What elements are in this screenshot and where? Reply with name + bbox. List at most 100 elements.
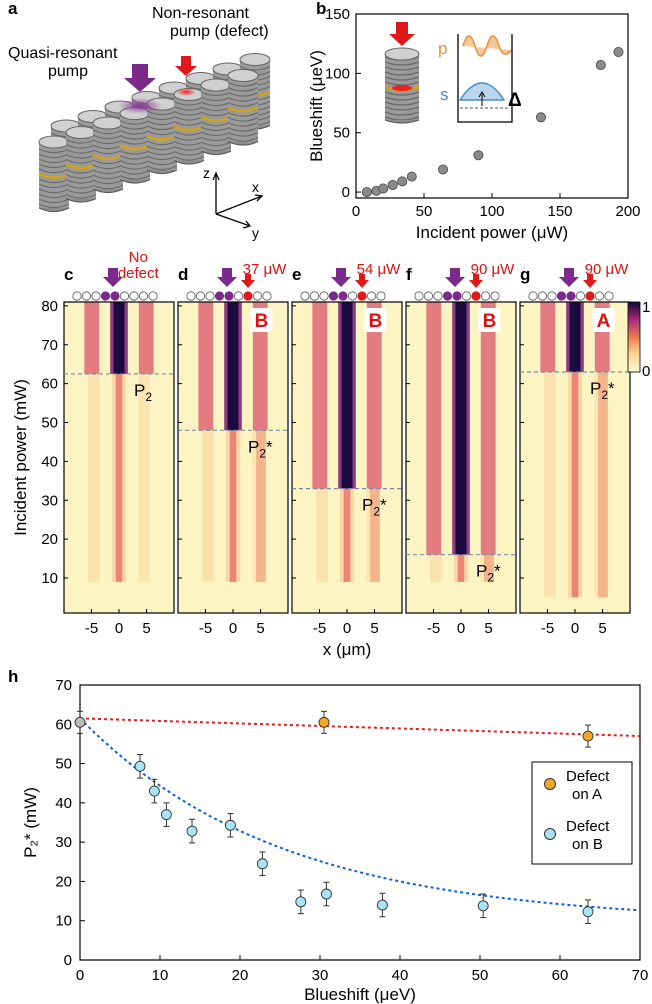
data-point [186,825,198,837]
lattice-site [129,291,139,301]
axis-z-label: z [203,165,210,181]
no-defect-label-line2: defect [118,265,160,282]
micropillar [227,69,259,146]
lattice-site [205,291,215,301]
lasing-side-lobe [426,302,442,555]
lattice-site [186,291,196,301]
micropillar [200,78,232,156]
lattice-site [461,291,472,301]
lasing-central [227,302,239,431]
x-tick-label: 20 [232,967,249,984]
y-tick-label: 150 [325,6,350,23]
fit-line-a [79,717,641,738]
defect-power-label: 90 μW [471,261,515,278]
threshold-label: P2* [476,562,501,585]
lattice-site [81,291,92,301]
x-tick-label: -5 [541,620,554,637]
nonres-pump-label-line1: Non-resonant [152,5,250,22]
defect-pump-arrow-icon [355,274,369,288]
threshold-label: P2* [590,379,615,402]
heatmap-panel-d: P2* -5 0 5 d 37 μW B [177,261,289,637]
lattice-site [110,291,120,301]
lattice-site [233,291,244,301]
x-tick-label: 60 [552,967,569,984]
lattice-site [556,291,567,301]
lattice-site [585,291,595,301]
x-tick-label: -5 [427,620,440,637]
defect-pump-arrow-icon [241,274,255,288]
x-tick-label: 5 [142,620,150,637]
lattice-site [528,291,538,301]
quasi-pump-arrow-icon [103,268,123,287]
y-tick-label: 50 [41,415,58,432]
inset-pillar [384,47,420,124]
micropillar [92,116,124,194]
micropillar [38,135,70,213]
y-tick-label: 0 [64,952,72,969]
lattice-site [328,291,339,301]
x-tick-label: 0 [457,620,465,637]
y-tick-label: 60 [41,376,58,393]
lasing-side-lobe [312,302,328,489]
colorbar-min: 0 [642,363,650,380]
axis-x-label: x [252,179,259,195]
panel-label: e [292,265,301,284]
defect-pump-arrow-icon [469,274,483,288]
x-tick-label: 5 [484,620,492,637]
y-tick-label: 60 [55,716,72,733]
lattice-site [414,291,424,301]
inset-delta-label: Δ [508,90,522,111]
data-point [74,716,86,728]
x-axis-title: Blueshift (μeV) [304,985,416,1004]
y-axis-title: Incident power (mW) [11,379,30,536]
sublattice-badge-text: B [483,311,497,332]
y-tick-label: 30 [55,834,72,851]
data-point [256,858,268,870]
legend-a-line2: on A [572,786,602,803]
x-tick-label: 0 [343,620,351,637]
lattice-site [594,291,605,301]
panel-label: f [406,265,412,284]
lattice-site [243,291,253,301]
quasi-pump-arrow-icon [217,268,237,287]
y-tick-label: 80 [41,298,58,315]
sublattice-badge-text: B [255,311,269,332]
data-point [318,716,330,728]
y-axis-title: Blueshift (μeV) [307,50,326,162]
x-tick-label: -5 [199,620,212,637]
no-defect-label-line1: No [129,249,148,266]
defect-pump-spot [176,88,196,96]
defect-power-label: 37 μW [243,261,287,278]
data-point [160,809,172,821]
lasing-side-lobe [366,302,382,489]
x-tick-label: 100 [479,203,504,220]
x-tick-label: 0 [352,203,360,220]
central-emission [457,554,465,582]
data-point [320,888,332,900]
x-tick-label: 5 [256,620,264,637]
lasing-central [113,302,125,374]
y-tick-label: 70 [55,677,72,694]
lattice-site [224,291,234,301]
data-point [134,760,146,772]
panel-label: g [520,265,530,284]
data-point [361,187,372,198]
x-tick-label: 10 [152,967,169,984]
lattice-site [319,291,329,301]
data-point [582,906,594,918]
quasi-pump-label-line2: pump [48,63,88,80]
central-emission [571,371,579,598]
colorbar: 10 [627,299,650,380]
lattice-site [347,291,358,301]
x-tick-label: 50 [472,967,489,984]
central-emission [343,488,351,582]
defect-pump-arrow-icon [175,56,197,76]
plot-h-frame [79,684,641,961]
lattice-site [100,291,111,301]
lasing-side-lobe [198,302,214,431]
lattice-site [119,291,130,301]
sublattice-badge [592,308,615,332]
